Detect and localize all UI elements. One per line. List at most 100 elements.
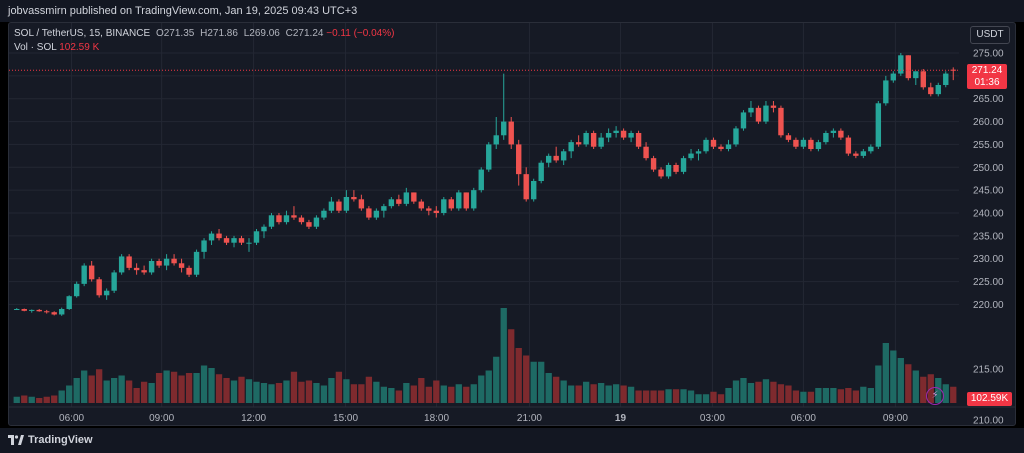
chart-frame[interactable]: 275.00270.00265.00260.00255.00250.00245.… (8, 22, 1016, 426)
volume-bar (268, 384, 275, 403)
candle-body (29, 309, 35, 311)
legend-change: −0.11 (−0.04%) (326, 28, 395, 39)
volume-bar (103, 380, 110, 403)
chart-svg[interactable]: 275.00270.00265.00260.00255.00250.00245.… (9, 23, 1016, 426)
volume-bar (852, 390, 860, 403)
volume-bar (178, 375, 185, 403)
candle-body (725, 144, 732, 149)
candle-body (201, 240, 207, 252)
time-tick-label: 09:00 (149, 413, 174, 424)
volume-bar (350, 384, 358, 403)
volume-bar (523, 355, 530, 403)
tradingview-logo-icon (8, 435, 24, 445)
volume-bar (313, 383, 320, 403)
candle-body (718, 146, 724, 149)
candle-body (396, 199, 402, 204)
candle-body (433, 210, 439, 213)
candle-body (740, 112, 747, 129)
candle-body (553, 155, 559, 161)
volume-bar (245, 379, 253, 403)
candle-body (658, 169, 664, 177)
candle-body (276, 215, 282, 223)
candle-body (261, 226, 267, 232)
volume-bar (717, 394, 725, 403)
time-tick-label: 15:00 (333, 413, 358, 424)
volume-bar (148, 383, 155, 403)
volume-bar (515, 348, 522, 403)
bolt-icon[interactable]: ⚡ (926, 387, 944, 405)
volume-bar (170, 371, 178, 403)
candle-body (935, 85, 941, 95)
candle-body (73, 283, 80, 297)
candle-body (733, 128, 739, 145)
candle-body (665, 165, 672, 177)
candle-body (441, 199, 447, 213)
candle-body (373, 210, 380, 218)
volume-bar (575, 385, 582, 403)
volume-bar (657, 390, 665, 403)
candle-body (321, 210, 327, 218)
candle-body (620, 130, 627, 138)
volume-bar (830, 388, 837, 403)
candle-body (575, 142, 582, 145)
volume-bar (320, 385, 328, 403)
candle-body (890, 73, 897, 81)
candle-body (448, 199, 454, 209)
volume-bar (380, 386, 388, 403)
time-tick-label: 06:00 (59, 413, 84, 424)
volume-bar (545, 373, 552, 403)
price-tick-label: 250.00 (973, 163, 1004, 174)
candle-body (238, 238, 245, 243)
candle-body (231, 238, 237, 243)
price-tick-label: 210.00 (973, 416, 1004, 427)
volume-bar (770, 381, 777, 403)
candle-body (51, 312, 57, 315)
legend-symbol[interactable]: SOL / TetherUS, 15, BINANCE (14, 28, 151, 39)
candle-body (590, 133, 597, 147)
volume-bar (185, 373, 193, 403)
volume-bar (260, 383, 268, 403)
candle-body (755, 107, 762, 122)
candle-body (560, 151, 567, 161)
candle-body (920, 71, 926, 88)
candle-body (328, 201, 335, 211)
candle-body (478, 169, 484, 191)
volume-bar (200, 365, 208, 403)
volume-bar (815, 388, 822, 403)
candle-body (283, 215, 290, 223)
currency-button[interactable]: USDT (970, 26, 1010, 44)
candle-body (643, 146, 649, 159)
volume-bar (785, 385, 792, 403)
volume-bar (358, 384, 365, 403)
volume-bar (193, 373, 200, 403)
price-tick-label: 255.00 (973, 140, 1004, 151)
candle-body (306, 222, 312, 227)
volume-bar (403, 383, 410, 403)
candle-body (193, 251, 200, 275)
candle-body (688, 153, 694, 159)
candle-body (291, 215, 297, 218)
volume-bar (43, 396, 50, 403)
volume-bar (343, 379, 350, 403)
candle-body (343, 197, 350, 211)
candle-body (501, 121, 507, 136)
legend-volume-label[interactable]: Vol · SOL (14, 42, 57, 53)
candle-body (703, 139, 709, 152)
volume-bar (837, 389, 845, 403)
tradingview-logo[interactable]: TradingView (8, 433, 93, 447)
price-tick-label: 265.00 (973, 94, 1004, 105)
volume-bar (897, 358, 904, 403)
candle-body (171, 258, 177, 264)
volume-bar (36, 398, 43, 403)
candle-body (770, 105, 777, 108)
publisher-bar: jobvassmirn published on TradingView.com… (0, 0, 1024, 22)
volume-bar (822, 388, 830, 403)
candle-body (268, 215, 275, 227)
volume-bar (73, 378, 80, 403)
volume-bar (732, 380, 740, 403)
volume-bar (568, 385, 575, 403)
volume-bar (635, 390, 642, 403)
candle-body (628, 133, 634, 138)
candle-body (208, 233, 215, 241)
candle-body (710, 139, 717, 147)
